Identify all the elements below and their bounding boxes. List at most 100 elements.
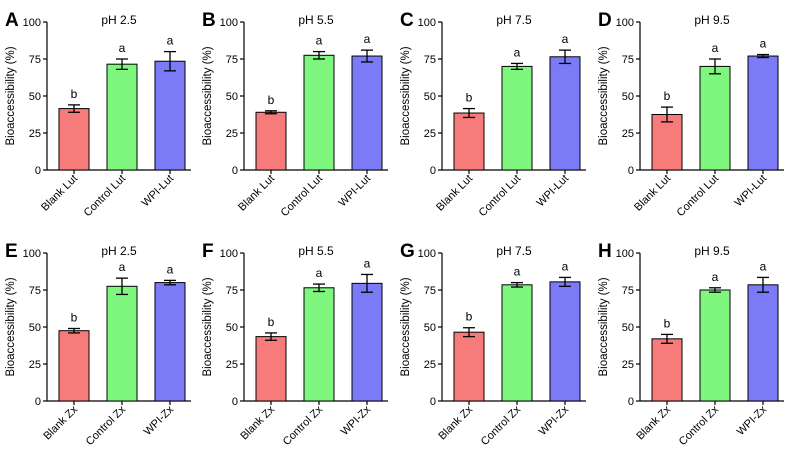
y-tick-label: 0 [35,396,41,408]
y-axis-label: Bioaccessibility (%) [5,46,17,145]
bar [106,285,138,402]
x-tick-label: Blank Lut [39,173,80,214]
significance-label: a [514,45,521,59]
bar [747,284,779,402]
chart-title: pH 2.5 [101,244,137,258]
significance-label: b [466,91,473,105]
chart-title: pH 7.5 [496,13,532,27]
y-tick-label: 75 [622,54,634,66]
y-tick-label: 100 [616,248,634,260]
significance-label: a [364,32,371,46]
x-tick-label: WPI-Lut [140,173,177,210]
y-tick-label: 100 [418,248,436,260]
x-tick-label: Control Lut [279,173,326,220]
significance-label: a [364,256,371,270]
y-tick-label: 75 [622,285,634,297]
bar [549,56,581,171]
y-tick-label: 100 [23,248,41,260]
significance-label: a [562,32,569,46]
bar [453,112,485,171]
y-tick-label: 100 [616,17,634,29]
y-tick-label: 25 [424,359,436,371]
y-tick-label: 100 [220,248,238,260]
y-tick-label: 75 [424,285,436,297]
y-tick-label: 50 [424,91,436,103]
x-tick-label: Control Lut [675,173,722,220]
panel-letter: B [202,10,216,31]
x-tick-label: Blank Zx [634,403,673,442]
bar [303,54,335,171]
y-tick-label: 100 [220,17,238,29]
significance-label: a [760,259,767,273]
bar [453,331,485,402]
panel-letter: E [5,241,18,262]
x-tick-label: Blank Lut [632,173,673,214]
x-tick-label: Blank Zx [41,403,80,442]
x-tick-label: Control Zx [84,403,129,448]
panel-letter: C [400,10,414,31]
bar [549,281,581,402]
significance-label: a [562,259,569,273]
chart-title: pH 5.5 [298,244,334,258]
significance-label: a [316,34,323,48]
x-tick-label: Control Lut [477,173,524,220]
significance-label: b [71,310,78,324]
y-tick-label: 25 [226,128,238,140]
x-tick-label: WPI-Lut [337,173,374,210]
panel-letter: A [5,10,19,31]
bar [351,282,383,402]
y-tick-label: 75 [226,54,238,66]
chart-title: pH 9.5 [694,244,730,258]
significance-label: a [316,266,323,280]
y-tick-label: 0 [232,165,238,177]
bar [58,108,90,171]
bar [106,63,138,171]
y-axis-label: Bioaccessibility (%) [598,277,610,376]
y-tick-label: 50 [622,322,634,334]
y-axis-label: Bioaccessibility (%) [400,46,412,145]
bar [699,65,731,171]
y-tick-label: 75 [226,285,238,297]
y-tick-label: 50 [622,91,634,103]
y-tick-label: 0 [430,165,436,177]
x-tick-label: WPI-Zx [142,403,177,438]
significance-label: b [664,89,671,103]
x-tick-label: Blank Lut [236,173,277,214]
chart-title: pH 9.5 [694,13,730,27]
bar [651,114,683,171]
significance-label: b [71,87,78,101]
panel-letter: H [598,241,612,262]
x-tick-label: Control Zx [281,403,326,448]
y-axis-label: Bioaccessibility (%) [5,277,17,376]
bar [255,111,287,171]
y-tick-label: 100 [23,17,41,29]
chart-title: pH 7.5 [496,244,532,258]
y-tick-label: 75 [29,54,41,66]
significance-label: a [167,262,174,276]
y-axis-label: Bioaccessibility (%) [598,46,610,145]
bar [651,338,683,402]
x-tick-label: WPI-Lut [535,173,572,210]
panel-letter: F [202,241,214,262]
x-tick-label: WPI-Zx [339,403,374,438]
y-tick-label: 25 [622,359,634,371]
significance-label: a [119,260,126,274]
panel-letter: D [598,10,612,31]
significance-label: a [119,41,126,55]
y-tick-label: 25 [622,128,634,140]
significance-label: a [167,34,174,48]
y-tick-label: 25 [29,128,41,140]
panel-letter: G [400,241,415,262]
significance-label: a [712,270,719,284]
significance-label: a [514,265,521,279]
bar [501,284,533,402]
significance-label: a [760,37,767,51]
y-tick-label: 50 [29,322,41,334]
y-axis-label: Bioaccessibility (%) [400,277,412,376]
y-axis-label: Bioaccessibility (%) [202,277,214,376]
y-tick-label: 50 [424,322,436,334]
bar [699,289,731,402]
bar [303,287,335,402]
y-tick-label: 0 [430,396,436,408]
